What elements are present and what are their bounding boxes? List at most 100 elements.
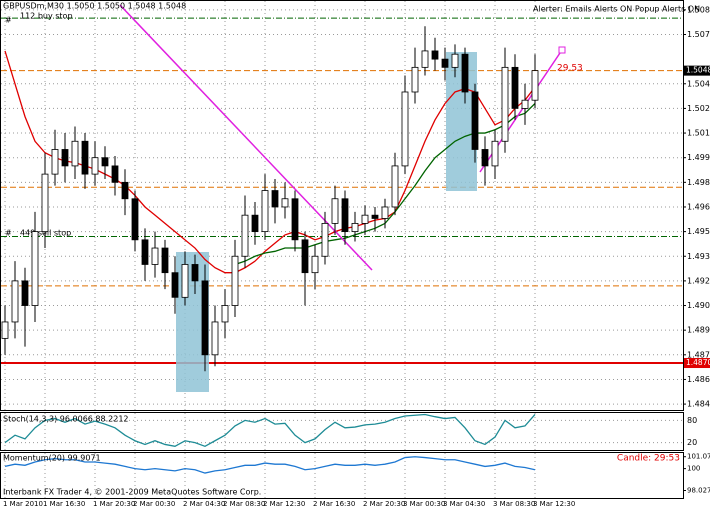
candle-body (411, 66, 419, 93)
candle-body (181, 264, 189, 298)
y-tick-label: 1.4965 (687, 202, 710, 211)
x-tick-label: 3 Mar 12:30 (533, 500, 575, 508)
y-tick-label: 1.4875 (687, 350, 710, 359)
stoch-label: Stoch(14,3,3) 96.0066 88.2212 (3, 415, 129, 424)
y-tick-label: 1.5070 (687, 30, 710, 39)
y-tick-label: 1.4950 (687, 227, 710, 236)
candle-body (321, 222, 329, 257)
buy-stop-label: 112 buy stop (20, 12, 73, 21)
candle-body (21, 280, 29, 306)
x-tick-label: 2 Mar 20:30 (363, 500, 405, 508)
candle-body (211, 321, 219, 356)
x-tick-label: 3 Mar 04:30 (443, 500, 485, 508)
candle-body (221, 305, 229, 323)
candle-body (441, 58, 449, 68)
order-marker: # (5, 229, 12, 238)
candle-body (131, 198, 139, 241)
x-tick-label: 2 Mar 00:30 (133, 500, 175, 508)
candle-body (341, 198, 349, 233)
candle-body (301, 239, 309, 274)
header: GBPUSDm,M30 1.5050 1.5050 1.5048 1.5048 (3, 2, 186, 11)
candle-body (81, 140, 89, 175)
candle-body (11, 280, 19, 323)
candle-body (531, 70, 539, 101)
momentum-line (4, 456, 536, 474)
y-tick-label: 1.5085 (687, 5, 710, 14)
y-tick-label: 98.0272 (687, 486, 710, 494)
y-tick-label: 1.5025 (687, 104, 710, 113)
y-tick-label: 1.4935 (687, 252, 710, 261)
trend-handle (558, 46, 566, 54)
candle-body (111, 165, 119, 183)
candle-body (161, 247, 169, 274)
y-tick-label: 80 (687, 416, 697, 425)
y-tick-label: 1.5040 (687, 79, 710, 88)
y-tick-label: 20 (687, 438, 697, 447)
candle-body (61, 149, 69, 167)
x-tick-label: 2 Mar 16:30 (313, 500, 355, 508)
candle-body (521, 99, 529, 109)
y-tick-label: 1.4920 (687, 276, 710, 285)
candle-body (311, 255, 319, 274)
candle-body (281, 198, 289, 208)
candle-body (481, 149, 489, 167)
candle-body (501, 66, 509, 142)
candle-body (431, 50, 439, 60)
candle-body (381, 206, 389, 219)
main-frame (0, 0, 684, 411)
candle-body (261, 190, 269, 233)
candle-body (371, 214, 379, 219)
candle-body (141, 239, 149, 265)
x-tick-label: 1 Mar 16:30 (43, 500, 85, 508)
price-tag-label: 1.4870 (686, 358, 710, 367)
candle-body (231, 255, 239, 306)
candle-body (361, 214, 369, 224)
order-marker: # (5, 16, 12, 25)
x-tick-label: 3 Mar 08:30 (493, 500, 535, 508)
candle-body (351, 222, 359, 233)
candle-body (241, 214, 249, 257)
candle-body (291, 198, 299, 241)
price-tag (684, 65, 710, 76)
candle-body (51, 149, 59, 175)
x-tick-label: 2 Mar 08:30 (223, 500, 265, 508)
y-tick-label: 1.4905 (687, 301, 710, 310)
y-tick-label: 1.4890 (687, 326, 710, 335)
price-tag-label: 1.5048 (686, 66, 710, 75)
candle-body (471, 91, 479, 150)
candle-body (461, 53, 469, 93)
candle-body (121, 181, 129, 200)
candle-body (31, 231, 39, 306)
candle-body (91, 157, 99, 175)
candle-body (1, 321, 9, 339)
momentum-frame (0, 452, 684, 499)
candle-body (511, 66, 519, 109)
candle-body (451, 53, 459, 68)
candle-body (201, 280, 209, 356)
candle-body (391, 165, 399, 208)
stoch-line (4, 413, 536, 448)
momentum-label: Momentum(20) 99.9071 (3, 454, 101, 463)
candle-timer: Candle: 29:53 (617, 454, 680, 464)
stoch-frame (0, 412, 684, 451)
candle-body (421, 50, 429, 68)
x-tick-label: 3 Mar 00:30 (403, 500, 445, 508)
candle-body (41, 173, 49, 233)
y-tick-label: 1.4980 (687, 178, 710, 187)
trend-line (119, 4, 373, 271)
candle-body (401, 91, 409, 167)
y-tick-label: 101.074 (687, 453, 710, 461)
candle-body (191, 264, 199, 282)
candle-body (331, 198, 339, 224)
x-tick-label: 2 Mar 12:30 (263, 500, 305, 508)
footer: Interbank FX Trader 4, © 2001-2009 MetaQ… (3, 488, 261, 497)
candle-body (251, 214, 259, 233)
x-tick-label: 1 Mar 20:30 (93, 500, 135, 508)
candle-body (271, 190, 279, 208)
x-tick-label: 1 Mar 2010 (3, 500, 43, 508)
candle-body (71, 140, 79, 167)
alerter-status: Alerter: Emails Alerts ON Popup Alerts O… (533, 5, 700, 14)
y-tick-label: 100 (687, 465, 700, 473)
candle-body (491, 140, 499, 167)
